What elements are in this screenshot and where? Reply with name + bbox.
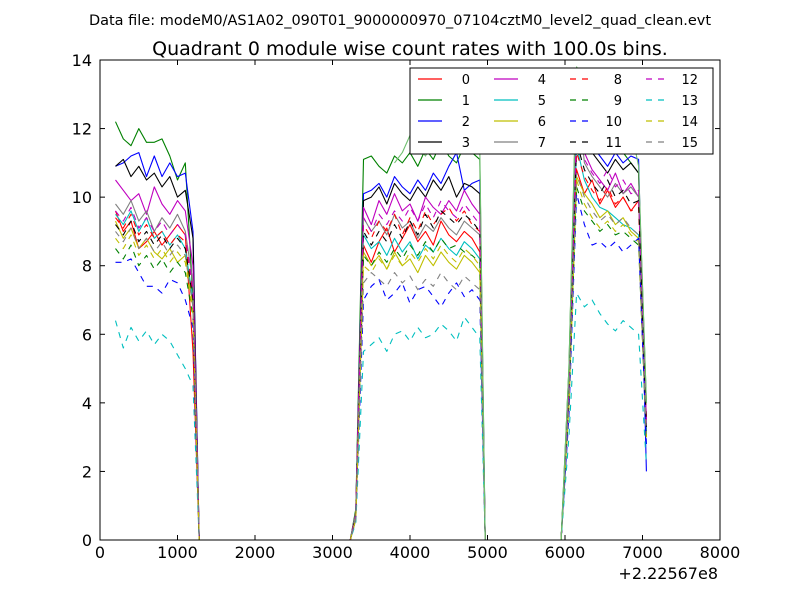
chart-suptitle: Data file: modeM0/AS1A02_090T01_90000009… (89, 13, 711, 29)
y-tick-label: 4 (82, 394, 92, 413)
x-tick-label: 5000 (467, 543, 508, 562)
legend-label-1: 1 (462, 94, 470, 109)
legend-label-5: 5 (538, 94, 546, 109)
series-line-10 (115, 193, 647, 541)
x-tick-label: 3000 (312, 543, 353, 562)
series-line-15 (115, 172, 647, 541)
series-line-6 (114, 176, 647, 541)
legend-label-2: 2 (462, 115, 470, 130)
legend-label-0: 0 (462, 73, 470, 88)
legend-label-8: 8 (614, 73, 622, 88)
y-tick-label: 6 (82, 325, 92, 344)
x-tick-label: 0 (95, 543, 105, 562)
y-tick-label: 10 (72, 188, 92, 207)
legend-label-3: 3 (462, 136, 470, 151)
ticks-layer: 0 1000 2000 3000 4000 5000 6000 7000 80000246810… (72, 51, 741, 562)
legend-frame (409, 67, 714, 155)
x-offset-label: +2.22567e8 (618, 564, 718, 583)
legend-label-12: 12 (681, 73, 698, 88)
y-tick-label: 14 (72, 51, 92, 70)
series-line-7 (115, 83, 647, 541)
series-line-4 (115, 121, 647, 541)
chart-title: Quadrant 0 module wise count rates with … (152, 38, 668, 60)
series-line-14 (115, 179, 647, 541)
y-tick-label: 0 (82, 531, 92, 550)
series-line-12 (115, 131, 647, 541)
y-tick-label: 12 (72, 120, 92, 139)
y-tick-label: 8 (82, 257, 92, 276)
legend-label-15: 15 (681, 136, 698, 151)
x-tick-label: 6000 (545, 543, 586, 562)
series-line-3 (115, 100, 647, 541)
x-tick-label: 8000 (700, 543, 741, 562)
x-tick-label: 2000 (235, 543, 276, 562)
x-tick-label: 4000 (390, 543, 431, 562)
x-tick-label: 7000 (622, 543, 663, 562)
series-line-11 (115, 141, 647, 541)
series-line-8 (115, 152, 647, 541)
x-tick-label: 1000 (157, 543, 198, 562)
legend-label-4: 4 (538, 73, 546, 88)
legend-label-10: 10 (605, 115, 622, 130)
legend-label-9: 9 (614, 94, 622, 109)
series-line-13 (114, 292, 647, 541)
legend-label-6: 6 (538, 115, 546, 130)
y-tick-label: 2 (82, 462, 92, 481)
legend-label-14: 14 (681, 115, 698, 130)
series-line-0 (114, 169, 647, 541)
legend-label-13: 13 (681, 94, 698, 109)
legend-label-7: 7 (538, 136, 546, 151)
legend-label-11: 11 (605, 136, 622, 151)
